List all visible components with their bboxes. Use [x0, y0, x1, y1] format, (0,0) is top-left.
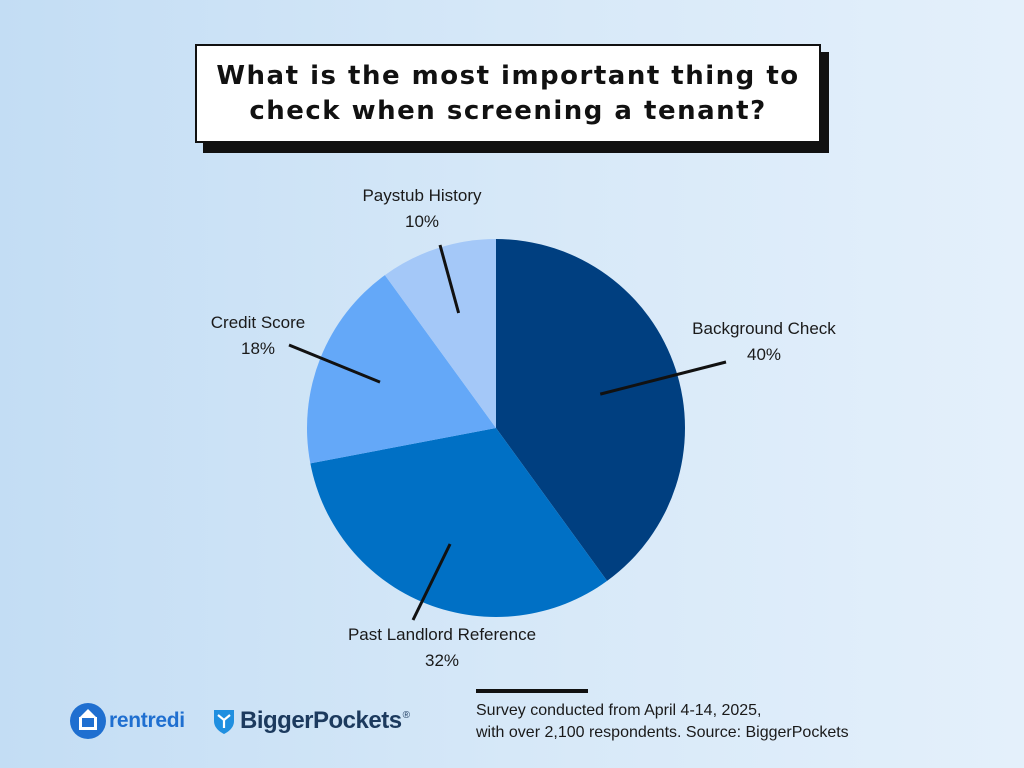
- registered-mark: ®: [402, 709, 410, 721]
- chart-title: What is the most important thing to chec…: [216, 60, 800, 126]
- rentredi-logo: rentredi: [70, 703, 185, 739]
- footer-rule: [476, 689, 588, 693]
- slice-value-label: 40%: [747, 345, 781, 364]
- slice-label: Background Check: [692, 319, 836, 338]
- pie-slice-past-landlord-reference: [310, 428, 608, 617]
- survey-note-line-1: Survey conducted from April 4-14, 2025,: [476, 702, 762, 719]
- survey-note-line-2: with over 2,100 respondents. Source: Big…: [476, 724, 849, 741]
- title-box: What is the most important thing to chec…: [195, 44, 821, 143]
- slice-value-label: 32%: [425, 651, 459, 670]
- biggerpockets-logo: BiggerPockets ®: [212, 707, 410, 735]
- slice-label: Past Landlord Reference: [348, 625, 536, 644]
- pie-slice-background-check: [496, 239, 685, 581]
- slice-value-label: 10%: [405, 212, 439, 231]
- slice-label: Paystub History: [362, 186, 482, 205]
- house-circle-icon: [70, 703, 106, 739]
- slice-value-label: 18%: [241, 339, 275, 358]
- leader-line: [438, 244, 461, 314]
- pie-slice-paystub-history: [384, 239, 496, 428]
- biggerpockets-logo-text: BiggerPockets: [240, 707, 402, 734]
- leader-line: [411, 543, 452, 621]
- shield-pocket-icon: [214, 710, 234, 734]
- survey-note: Survey conducted from April 4-14, 2025, …: [476, 700, 1016, 744]
- pie-slice-credit-score: [307, 275, 496, 464]
- rentredi-logo-text: rentredi: [109, 709, 185, 732]
- leader-line: [599, 360, 727, 396]
- leader-line: [288, 343, 381, 384]
- slice-label: Credit Score: [211, 313, 305, 332]
